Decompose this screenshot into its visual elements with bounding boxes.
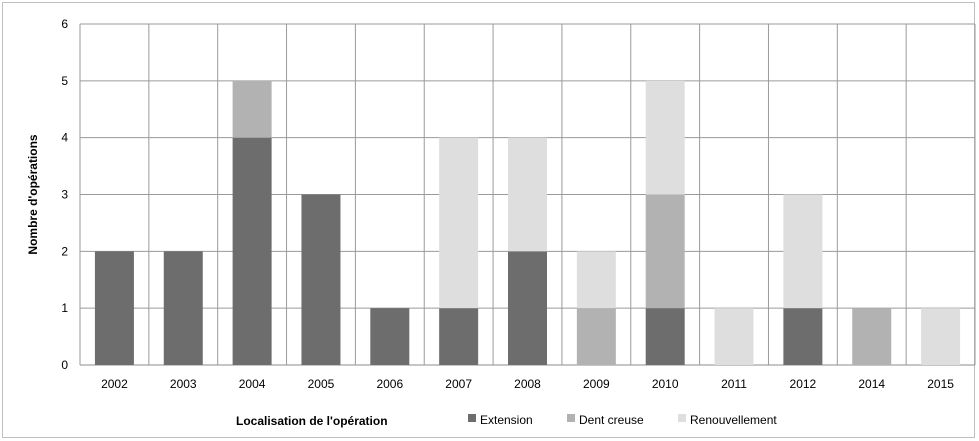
legend-label: Dent creuse (579, 413, 644, 427)
legend: Extension Dent creuse Renouvellement (468, 413, 777, 427)
bar-segment-extension (94, 251, 134, 365)
y-tick-labels: 0 1 2 3 4 5 6 (61, 17, 68, 372)
legend-swatch (567, 414, 575, 422)
x-tick-label: 2003 (170, 377, 197, 391)
x-tick-label: 2005 (308, 377, 335, 391)
bar-segment-renouvellement (645, 80, 685, 195)
bar-segment-renouvellement (439, 137, 479, 309)
bar-segment-extension (370, 308, 410, 365)
bars (94, 80, 961, 365)
y-tick-label: 5 (61, 74, 68, 88)
legend-swatch (468, 414, 476, 422)
legend-swatch (678, 414, 686, 422)
bar-segment-dent-creuse (852, 308, 892, 365)
x-tick-label: 2014 (858, 377, 885, 391)
legend-label: Renouvellement (690, 413, 777, 427)
y-tick-label: 2 (61, 244, 68, 258)
x-tick-label: 2008 (514, 377, 541, 391)
x-tick-labels: 2002 2003 2004 2005 2006 2007 2008 2009 2010 2011… (101, 377, 954, 391)
bar-segment-renouvellement (921, 308, 961, 365)
bar-segment-renouvellement (714, 308, 754, 365)
bar-segment-extension (232, 137, 272, 365)
bar-segment-dent-creuse (232, 80, 272, 138)
x-tick-label: 2009 (583, 377, 610, 391)
bar-segment-extension (508, 251, 547, 365)
bar-segment-dent-creuse (645, 194, 685, 309)
legend-label: Extension (480, 413, 533, 427)
bar-segment-extension (783, 308, 823, 365)
x-tick-label: 2004 (239, 377, 266, 391)
x-tick-label: 2002 (101, 377, 128, 391)
y-tick-label: 0 (61, 358, 68, 372)
x-axis-title: Localisation de l'opération (236, 414, 388, 428)
bar-segment-renouvellement (508, 137, 547, 252)
y-tick-label: 1 (61, 301, 68, 315)
y-tick-label: 4 (61, 131, 68, 145)
bar-segment-extension (645, 308, 685, 365)
x-tick-label: 2007 (445, 377, 472, 391)
y-axis-title: Nombre d'opérations (26, 134, 40, 255)
x-tick-label: 2006 (376, 377, 403, 391)
y-tick-label: 3 (61, 188, 68, 202)
bar-segment-dent-creuse (576, 308, 616, 365)
x-tick-label: 2012 (790, 377, 817, 391)
x-tick-label: 2015 (927, 377, 954, 391)
x-tick-label: 2010 (652, 377, 679, 391)
bar-segment-renouvellement (576, 251, 616, 309)
grid-lines (79, 23, 976, 366)
bar-segment-extension (439, 308, 479, 365)
y-tick-label: 6 (61, 17, 68, 31)
bar-segment-extension (301, 194, 341, 365)
bar-segment-renouvellement (783, 194, 823, 309)
bar-segment-extension (163, 251, 203, 365)
x-tick-label: 2011 (721, 377, 747, 391)
